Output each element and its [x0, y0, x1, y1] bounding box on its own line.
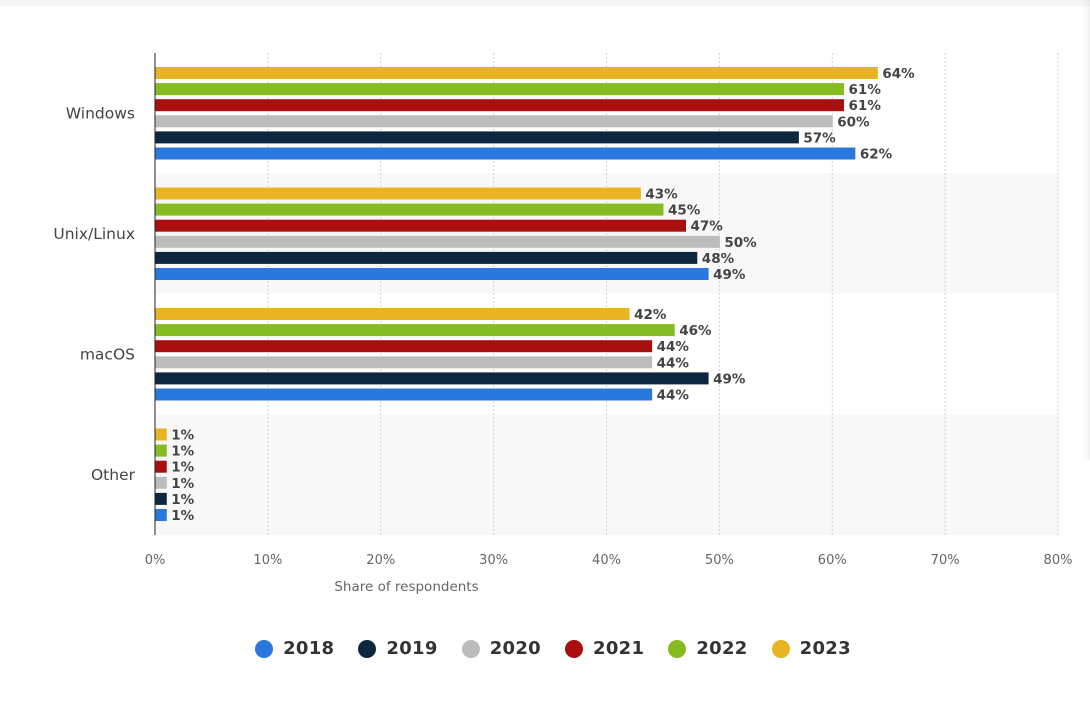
x-tick-labels: 0% 10% 20% 30% 40% 50% 60% 70% 80%: [145, 553, 1073, 568]
scroll-shadow: [1082, 0, 1090, 460]
data-label: 61%: [849, 98, 882, 114]
bars: [155, 67, 878, 521]
data-label: 57%: [803, 130, 836, 146]
legend-label: 2021: [593, 638, 645, 659]
bar[interactable]: [155, 115, 833, 128]
bar[interactable]: [155, 147, 856, 160]
legend-item-2019[interactable]: 2019: [358, 638, 437, 659]
x-tick-label: 30%: [479, 553, 508, 568]
legend-item-2020[interactable]: 2020: [461, 638, 541, 659]
legend-dot-icon: [255, 639, 274, 658]
data-label: 62%: [860, 147, 893, 163]
data-label: 45%: [668, 203, 701, 219]
x-tick-label: 70%: [931, 553, 960, 568]
bar-chart: 64%61%61%60%57%62%43%45%47%50%48%49%42%4…: [53, 53, 1073, 595]
x-tick-label: 0%: [145, 553, 166, 568]
bar[interactable]: [155, 131, 799, 144]
data-label: 50%: [724, 235, 757, 251]
bar[interactable]: [155, 324, 675, 337]
data-label: 42%: [634, 307, 667, 323]
legend-label: 2022: [696, 638, 748, 659]
data-label: 61%: [849, 82, 882, 98]
legend-dot-icon: [461, 639, 480, 658]
bar[interactable]: [155, 460, 167, 473]
bar[interactable]: [155, 99, 845, 112]
legend-label: 2020: [489, 638, 541, 659]
bar[interactable]: [155, 268, 709, 280]
category-label: Other: [91, 466, 136, 484]
data-label: 1%: [171, 492, 194, 508]
bar[interactable]: [155, 444, 167, 457]
data-label: 49%: [713, 267, 746, 283]
data-label: 46%: [679, 323, 712, 339]
data-label: 49%: [713, 371, 746, 387]
bar[interactable]: [155, 492, 167, 505]
bar[interactable]: [155, 356, 653, 369]
x-tick-label: 50%: [705, 553, 734, 568]
bar[interactable]: [155, 251, 698, 264]
legend-dot-icon: [771, 639, 790, 658]
data-label: 44%: [657, 339, 690, 355]
data-label: 1%: [171, 508, 194, 524]
x-tick-label: 20%: [366, 553, 395, 568]
bar[interactable]: [155, 509, 167, 521]
bar[interactable]: [155, 428, 167, 441]
category-label: Windows: [66, 104, 135, 122]
x-tick-label: 60%: [818, 553, 847, 568]
legend: 2018 2019 2020 2021 2022 2023: [0, 638, 1090, 659]
bar[interactable]: [155, 388, 653, 401]
data-label: 47%: [691, 219, 724, 235]
bar[interactable]: [155, 340, 653, 353]
legend-label: 2023: [799, 638, 851, 659]
category-labels: Windows Unix/Linux macOS Other: [53, 104, 135, 484]
data-label: 43%: [645, 187, 678, 203]
bar[interactable]: [155, 235, 720, 248]
category-label: macOS: [80, 345, 135, 363]
legend-item-2023[interactable]: 2023: [771, 638, 851, 659]
data-label: 1%: [171, 476, 194, 492]
legend-label: 2018: [283, 638, 335, 659]
data-labels: 64%61%61%60%57%62%43%45%47%50%48%49%42%4…: [171, 66, 915, 524]
data-label: 44%: [657, 355, 690, 371]
data-label: 1%: [171, 460, 194, 476]
legend-item-2021[interactable]: 2021: [565, 638, 644, 659]
data-label: 60%: [837, 114, 870, 130]
bar[interactable]: [155, 203, 664, 216]
legend-item-2018[interactable]: 2018: [255, 638, 334, 659]
x-tick-label: 10%: [253, 553, 282, 568]
x-tick-label: 40%: [592, 553, 621, 568]
data-label: 64%: [882, 66, 915, 82]
category-label: Unix/Linux: [53, 225, 135, 243]
data-label: 1%: [171, 444, 194, 460]
legend-dot-icon: [358, 639, 377, 658]
data-label: 48%: [702, 251, 735, 267]
bar[interactable]: [155, 67, 878, 79]
bar[interactable]: [155, 187, 641, 200]
x-axis-title: Share of respondents: [334, 579, 478, 595]
bar[interactable]: [155, 219, 687, 232]
top-border-strip: [0, 0, 1090, 6]
legend-item-2022[interactable]: 2022: [668, 638, 747, 659]
bar[interactable]: [155, 308, 630, 320]
data-label: 44%: [657, 388, 690, 404]
bar[interactable]: [155, 476, 167, 489]
x-tick-label: 80%: [1044, 553, 1073, 568]
bar[interactable]: [155, 83, 845, 96]
data-label: 1%: [171, 428, 194, 444]
legend-dot-icon: [565, 639, 583, 658]
legend-dot-icon: [668, 639, 687, 658]
legend-label: 2019: [386, 638, 438, 659]
bar[interactable]: [155, 372, 709, 385]
